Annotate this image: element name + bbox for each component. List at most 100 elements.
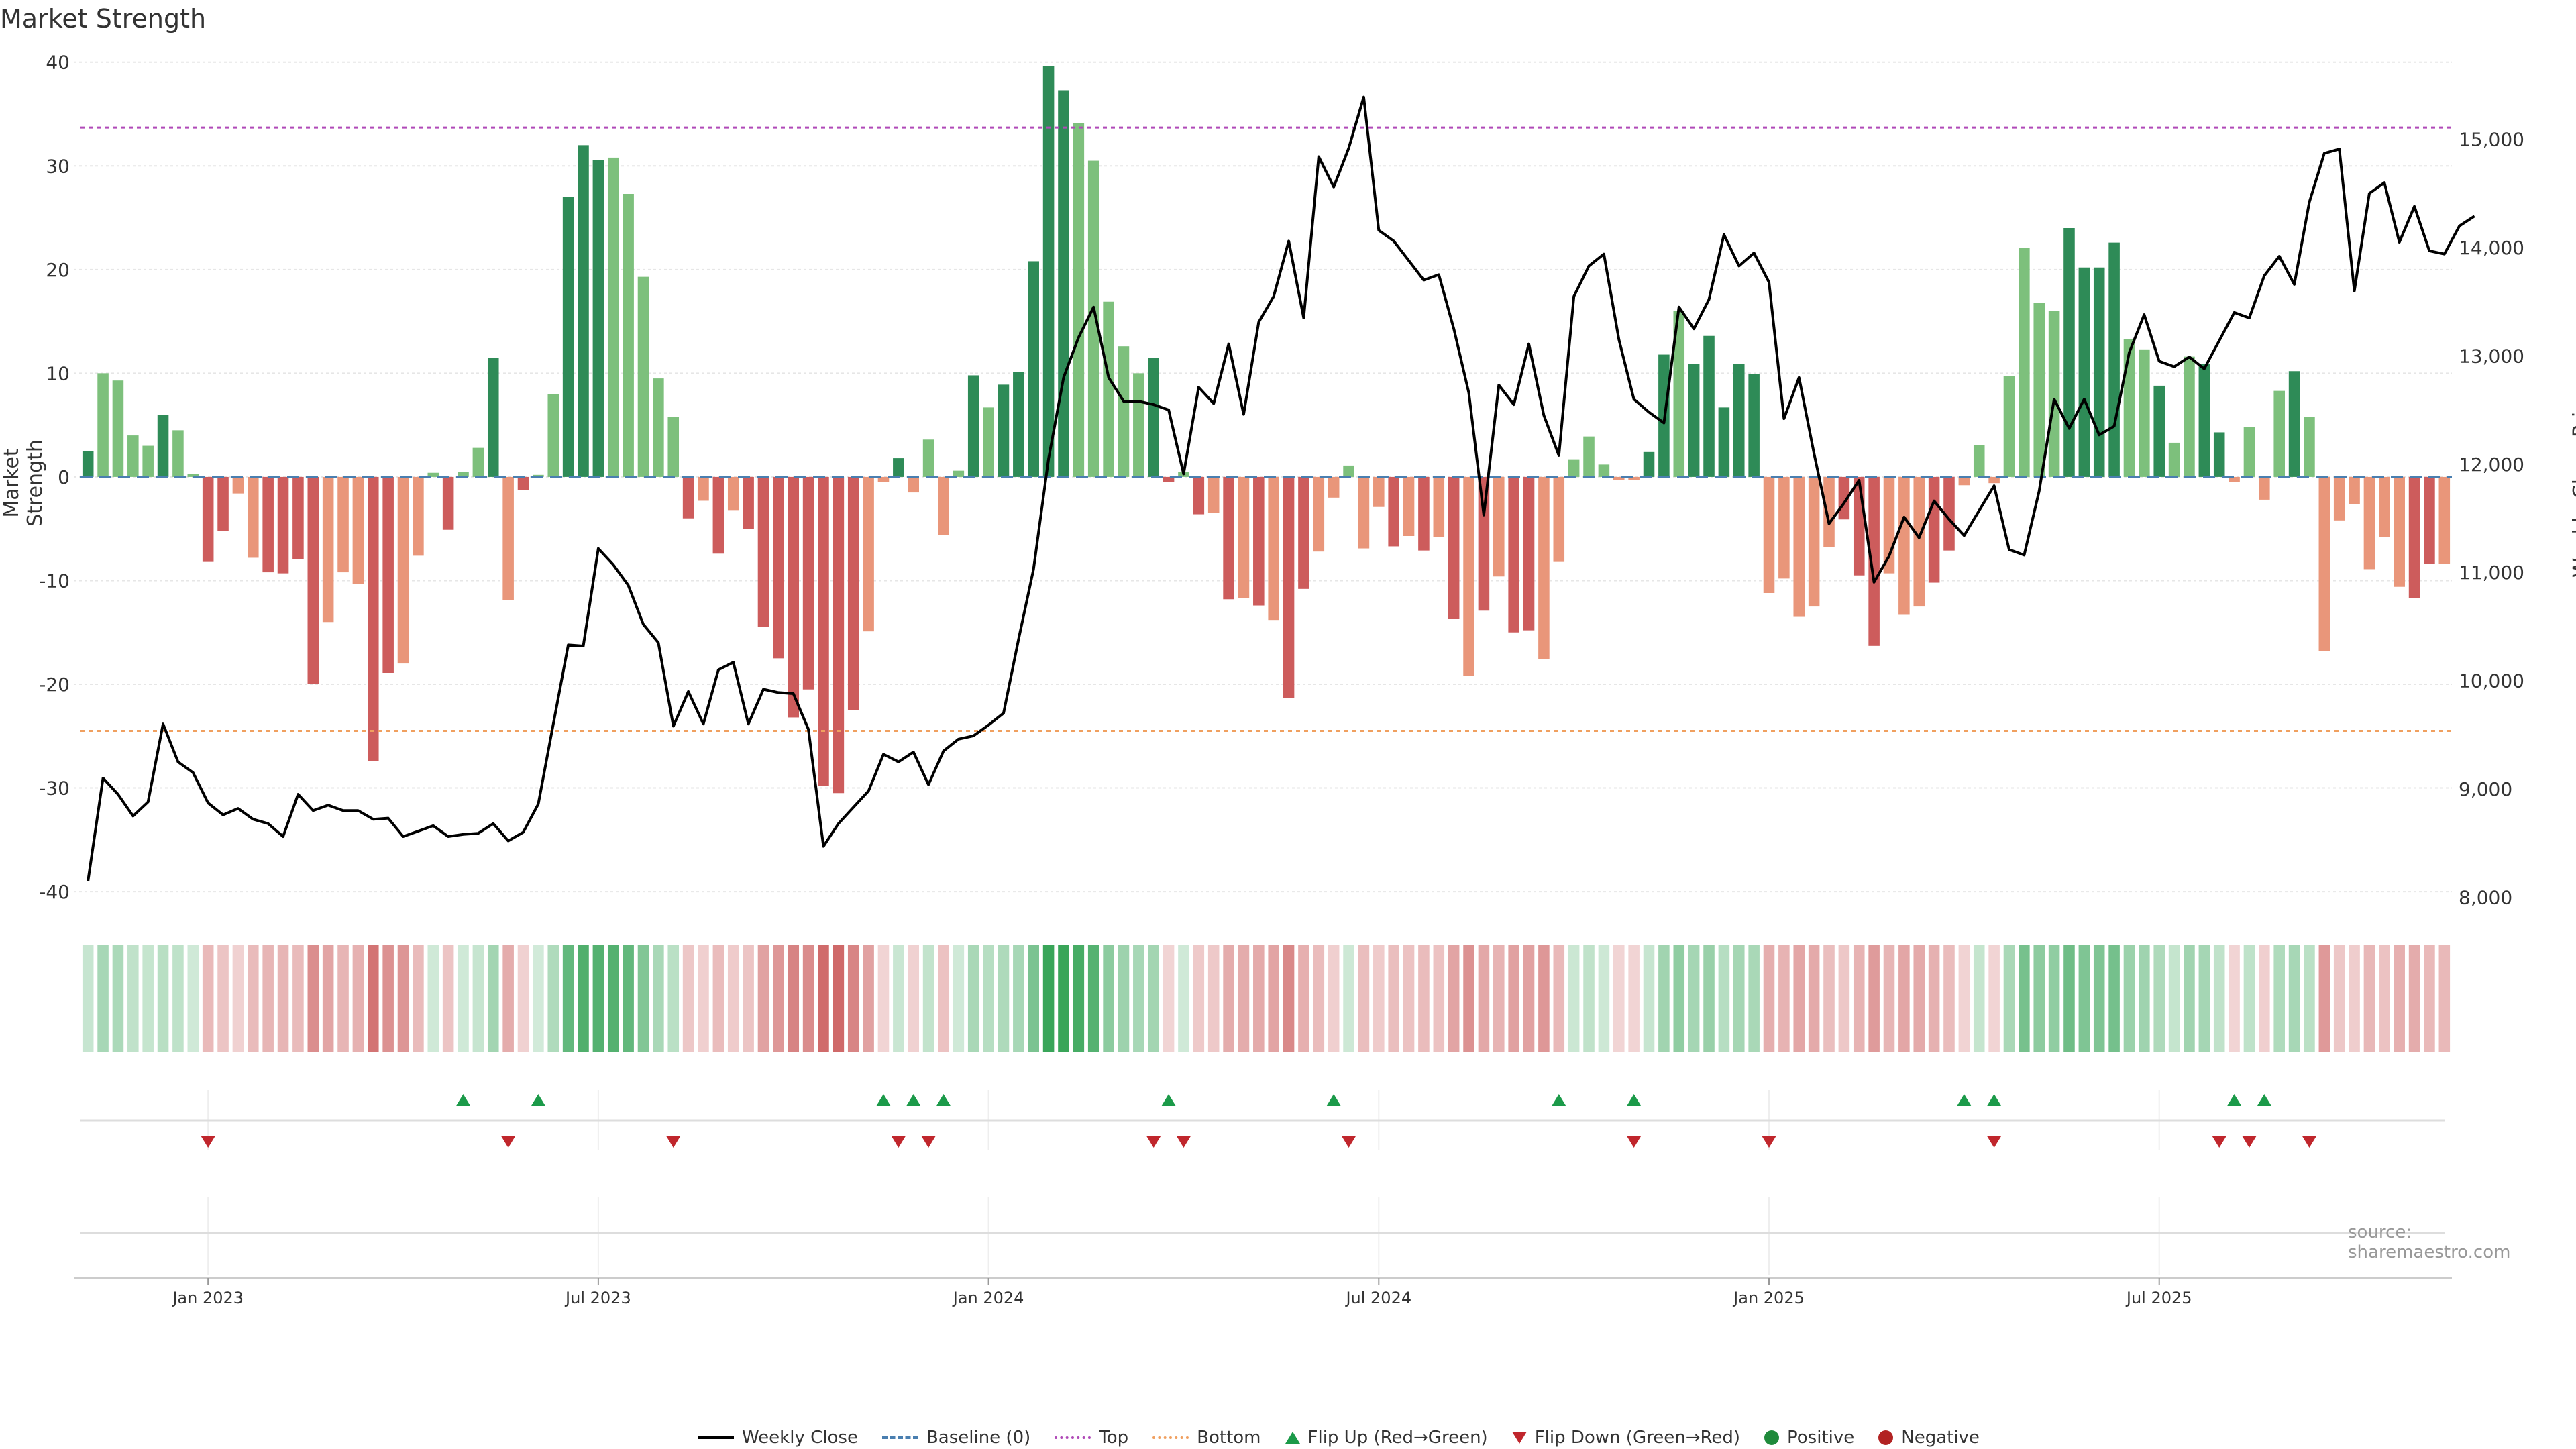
- heat-cell: [2123, 945, 2135, 1052]
- strength-bar: [1118, 346, 1130, 477]
- heat-cell: [2333, 945, 2345, 1052]
- strength-bar: [667, 417, 680, 477]
- strength-bar: [1643, 451, 1655, 477]
- strength-bar: [2273, 390, 2285, 477]
- heat-cell: [1283, 945, 1295, 1052]
- legend-item[interactable]: Bottom: [1152, 1428, 1261, 1448]
- strength-bar: [337, 476, 349, 573]
- strength-bar: [1898, 476, 1910, 615]
- strength-bar: [458, 472, 469, 477]
- strength-bar: [1433, 476, 1445, 537]
- strength-bar: [1298, 476, 1309, 589]
- strength-bar: [1778, 476, 1790, 579]
- strength-bar: [1013, 372, 1024, 477]
- heat-cell: [653, 945, 664, 1052]
- heat-cell: [458, 945, 469, 1052]
- strength-bars: [82, 66, 2451, 794]
- weekly-close-line: [87, 95, 2475, 881]
- strength-bar: [2438, 476, 2451, 564]
- heat-cell: [232, 945, 244, 1052]
- strength-bar: [2379, 476, 2390, 537]
- legend-item[interactable]: Baseline (0): [881, 1428, 1031, 1448]
- heat-cell: [502, 945, 514, 1052]
- flip-down-marker: [1626, 1136, 1642, 1148]
- strength-bar: [487, 358, 499, 477]
- legend-item[interactable]: Flip Down (Green→Red): [1511, 1428, 1740, 1448]
- strength-bar: [998, 384, 1010, 477]
- heat-cell: [337, 945, 349, 1052]
- strength-bar: [1133, 373, 1144, 477]
- heat-cell: [1343, 945, 1354, 1052]
- strength-bar: [2003, 376, 2015, 477]
- heat-cell: [637, 945, 649, 1052]
- heat-cell: [712, 945, 724, 1052]
- heat-cell: [202, 945, 214, 1052]
- strength-bar: [427, 472, 439, 477]
- strength-bar: [1733, 364, 1745, 477]
- legend-item[interactable]: Top: [1055, 1428, 1128, 1448]
- legend-item[interactable]: Weekly Close: [698, 1428, 858, 1448]
- heat-cell: [1163, 945, 1175, 1052]
- heat-cell: [578, 945, 589, 1052]
- strength-bar: [2288, 371, 2300, 477]
- strength-bar: [2019, 248, 2030, 477]
- heat-cell: [877, 945, 890, 1052]
- strength-bar: [2123, 339, 2135, 477]
- heat-cell: [2424, 945, 2435, 1052]
- heat-cell: [743, 945, 754, 1052]
- legend-item[interactable]: Flip Up (Red→Green): [1285, 1428, 1488, 1448]
- heat-cell: [547, 945, 559, 1052]
- source-note: source: sharemaestro.com: [2348, 1222, 2511, 1263]
- y-axis-ticks-left: 40 30 20 10 0 -10 -20 -30 -40: [39, 52, 70, 903]
- y-tick-label-left: 10: [46, 362, 70, 384]
- strength-bar: [1523, 476, 1535, 631]
- heat-cell: [922, 945, 934, 1052]
- heat-cell: [1673, 945, 1685, 1052]
- flip-down-marker: [1986, 1136, 2002, 1148]
- flip-down-marker: [2302, 1136, 2317, 1148]
- strength-bar: [877, 476, 890, 482]
- strength-bar: [1508, 476, 1519, 633]
- strength-bar: [1478, 476, 1490, 611]
- circle-icon: [1764, 1430, 1780, 1445]
- heat-cell: [368, 945, 379, 1052]
- strength-bar: [1868, 476, 1880, 646]
- heat-cell: [967, 945, 979, 1052]
- heat-cell: [1028, 945, 1039, 1052]
- strength-bar: [757, 476, 769, 627]
- flip-down-marker: [1176, 1136, 1191, 1148]
- strength-bar: [1028, 261, 1039, 477]
- strength-bar: [743, 476, 754, 529]
- strength-bar: [773, 476, 784, 659]
- strength-bar: [2408, 476, 2420, 598]
- heat-cell: [1358, 945, 1370, 1052]
- heat-cell: [667, 945, 680, 1052]
- strength-bar: [727, 476, 739, 511]
- strength-bar: [562, 197, 574, 477]
- heat-cell: [413, 945, 424, 1052]
- heat-cell: [517, 945, 529, 1052]
- strength-bar: [172, 430, 184, 477]
- legend-item[interactable]: Positive: [1764, 1428, 1854, 1448]
- legend-item[interactable]: Negative: [1878, 1428, 1980, 1448]
- strength-bar: [1238, 476, 1250, 598]
- strength-bar: [1268, 476, 1279, 621]
- legend-label: Baseline (0): [926, 1428, 1031, 1448]
- heat-cell: [1298, 945, 1309, 1052]
- heat-cell: [1448, 945, 1460, 1052]
- strength-bar: [1103, 301, 1114, 477]
- heat-cell: [2349, 945, 2360, 1052]
- heat-cell: [1073, 945, 1085, 1052]
- heat-cell: [1463, 945, 1474, 1052]
- dotted-line-swatch-icon: [1055, 1436, 1091, 1439]
- strength-bar: [908, 476, 920, 493]
- strength-bar: [1583, 436, 1595, 477]
- strength-bar: [1793, 476, 1805, 617]
- heat-cell: [1418, 945, 1430, 1052]
- heat-cell: [1718, 945, 1730, 1052]
- heat-cell: [998, 945, 1010, 1052]
- strength-bar: [472, 447, 484, 477]
- heat-cell: [893, 945, 904, 1052]
- heat-cell: [2394, 945, 2405, 1052]
- heat-cell: [442, 945, 454, 1052]
